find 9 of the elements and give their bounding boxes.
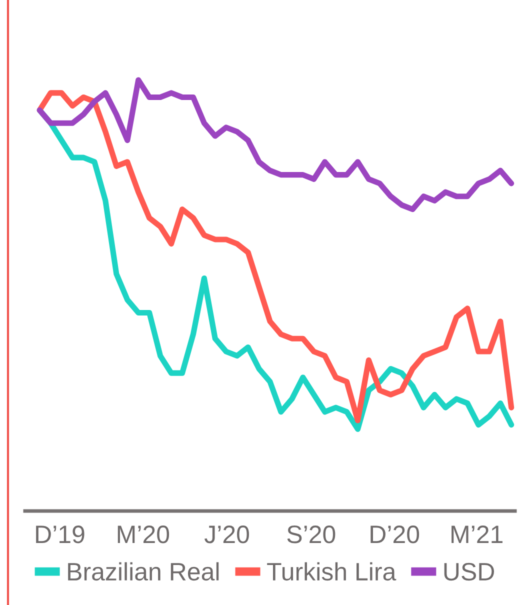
legend-label: Brazilian Real — [68, 562, 219, 581]
x-tick-label: S’20 — [287, 526, 336, 544]
x-tick-label: M’20 — [118, 526, 170, 544]
legend-label: Turkish Lira — [267, 562, 396, 581]
x-tick-label: M’21 — [452, 526, 502, 544]
x-tick-label: D’19 — [36, 526, 84, 544]
x-tick-label: J’20 — [204, 526, 249, 544]
x-tick-label: D’20 — [370, 526, 420, 544]
legend-label: USD — [444, 562, 494, 581]
